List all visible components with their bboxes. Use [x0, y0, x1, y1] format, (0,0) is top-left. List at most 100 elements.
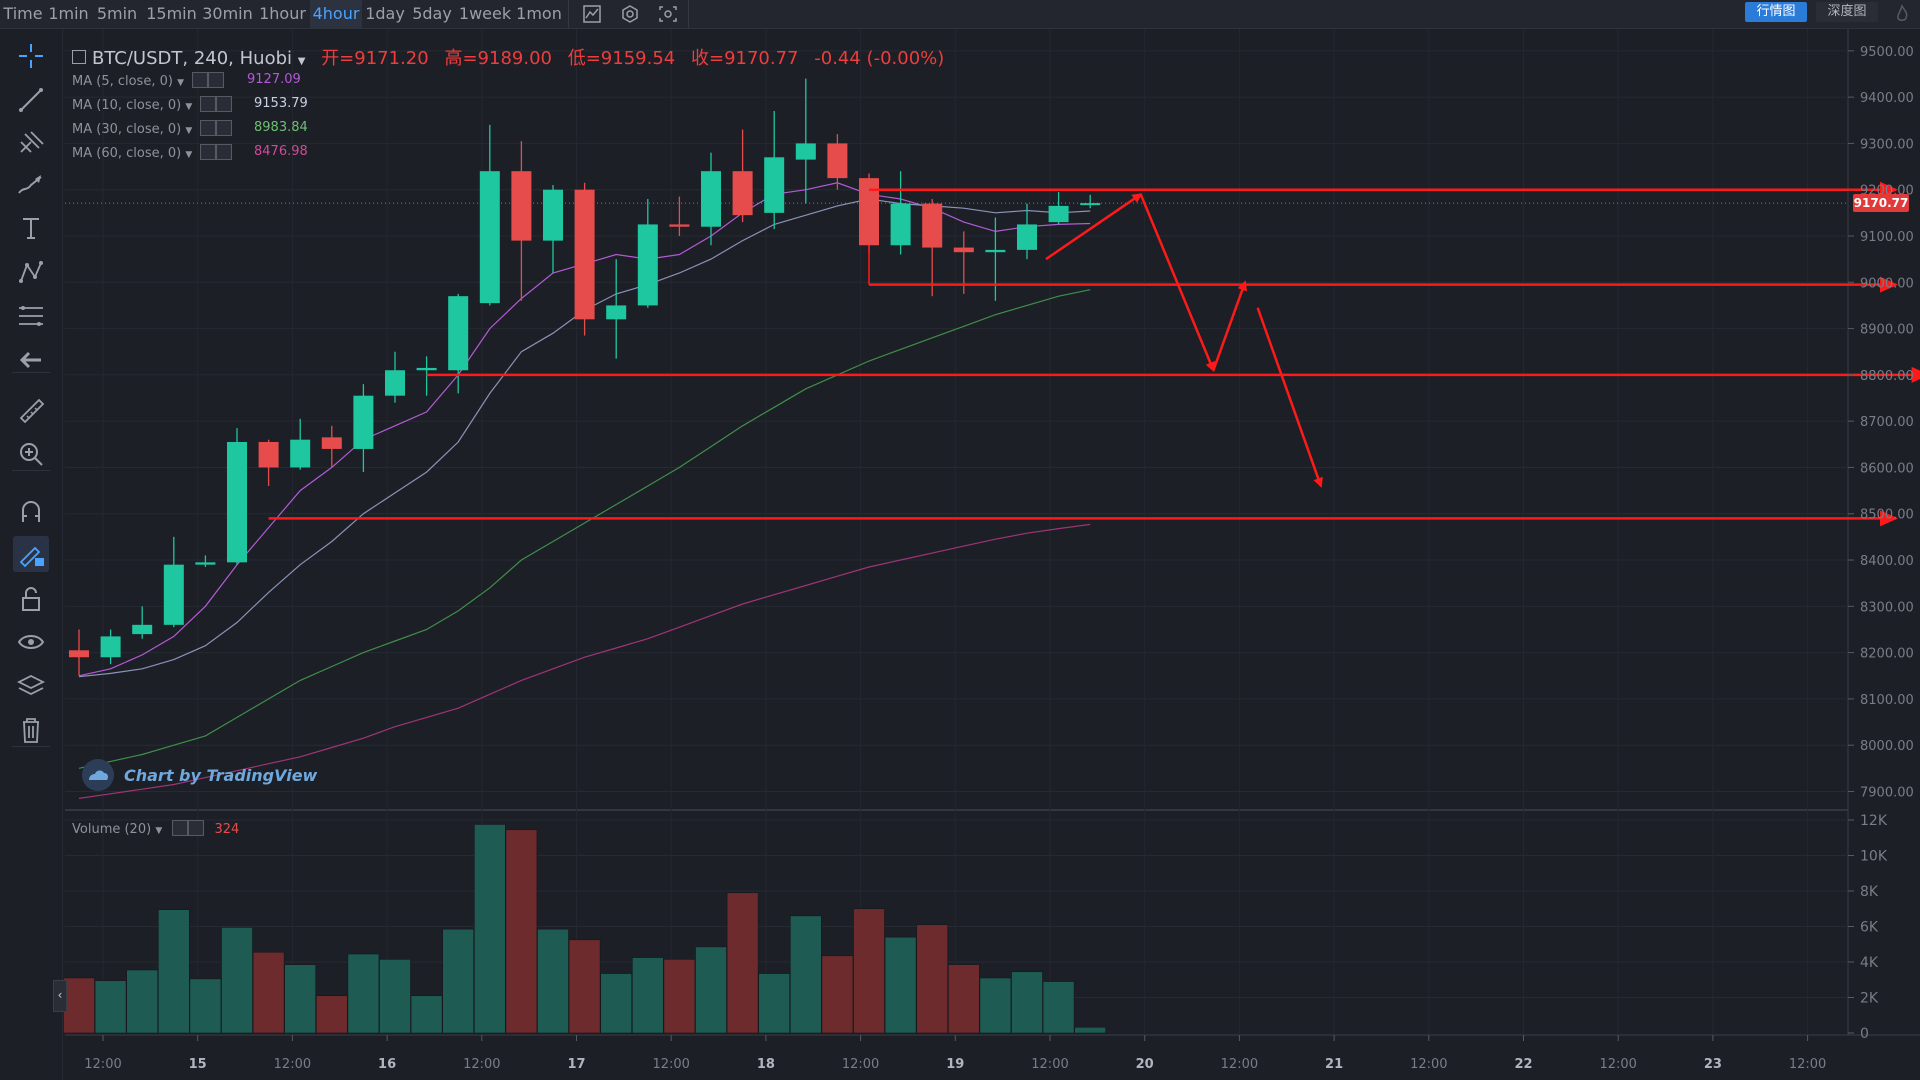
volume-bar[interactable]: [853, 908, 885, 1034]
ma-legend-row[interactable]: MA (60, close, 0) ▼ 8476.98: [72, 144, 308, 162]
candle-body[interactable]: [1017, 224, 1037, 250]
volume-bar[interactable]: [126, 969, 158, 1034]
chevron-down-icon[interactable]: ▼: [177, 78, 185, 88]
candle-body[interactable]: [795, 143, 816, 160]
volume-bar[interactable]: [789, 915, 822, 1034]
volume-bar[interactable]: [916, 924, 949, 1034]
symbol-collapse-icon[interactable]: [72, 50, 86, 64]
candle-body[interactable]: [353, 395, 374, 449]
projection-arrow[interactable]: [1139, 193, 1216, 373]
ma-legend-row[interactable]: MA (30, close, 0) ▼ 8983.84: [72, 120, 308, 138]
trash-icon[interactable]: [13, 712, 49, 748]
timeframe-1mon[interactable]: 1mon: [516, 4, 562, 23]
candle-body[interactable]: [890, 203, 911, 246]
volume-bar[interactable]: [284, 964, 317, 1034]
candle-body[interactable]: [385, 370, 405, 396]
close-icon[interactable]: [208, 72, 225, 88]
candle-body[interactable]: [132, 624, 153, 635]
projection-arrow[interactable]: [1212, 280, 1248, 371]
volume-bar[interactable]: [884, 936, 917, 1034]
ma-legend-row[interactable]: MA (5, close, 0) ▼ 9127.09: [72, 72, 301, 90]
volume-bar[interactable]: [1011, 971, 1043, 1034]
volume-bar[interactable]: [631, 957, 664, 1034]
depth-chart-button[interactable]: 深度图: [1816, 2, 1878, 22]
symbol-title[interactable]: BTC/USDT, 240, Huobi: [92, 48, 293, 69]
volume-bar[interactable]: [947, 964, 980, 1034]
lock-drawing-icon[interactable]: [13, 536, 49, 572]
candle-body[interactable]: [479, 171, 500, 304]
candle-body[interactable]: [985, 249, 1006, 253]
text-icon[interactable]: [13, 210, 49, 246]
candle-body[interactable]: [448, 296, 469, 371]
brush-icon[interactable]: [13, 167, 49, 203]
unlock-icon[interactable]: [13, 580, 49, 616]
chevron-down-icon[interactable]: ▼: [155, 826, 163, 836]
volume-bar[interactable]: [600, 973, 633, 1034]
volume-bar[interactable]: [94, 980, 127, 1034]
volume-bar[interactable]: [189, 978, 222, 1034]
volume-bar[interactable]: [473, 824, 506, 1034]
timeframe-4hour[interactable]: 4hour: [310, 0, 362, 28]
settings-icon[interactable]: [192, 72, 209, 88]
volume-bar[interactable]: [1042, 981, 1075, 1034]
volume-bar[interactable]: [63, 977, 95, 1034]
time-button[interactable]: Time: [3, 4, 43, 23]
volume-bar[interactable]: [568, 939, 601, 1034]
timeframe-5min[interactable]: 5min: [96, 4, 138, 23]
volume-bar[interactable]: [442, 928, 475, 1034]
candle-body[interactable]: [163, 564, 184, 625]
volume-bar[interactable]: [537, 928, 569, 1034]
market-chart-button[interactable]: 行情图: [1745, 2, 1807, 22]
volume-legend[interactable]: Volume (20) ▼ 324: [72, 820, 239, 837]
settings-icon[interactable]: [200, 96, 217, 112]
ma-legend-row[interactable]: MA (10, close, 0) ▼ 9153.79: [72, 96, 308, 114]
volume-bar[interactable]: [758, 973, 791, 1034]
volume-label[interactable]: Volume (20): [72, 822, 152, 837]
timeframe-1min[interactable]: 1min: [48, 4, 89, 23]
candle-body[interactable]: [321, 437, 342, 449]
volume-bar[interactable]: [505, 829, 538, 1034]
candle-body[interactable]: [258, 441, 279, 468]
candle-body[interactable]: [227, 441, 247, 563]
volume-bar[interactable]: [1074, 1026, 1106, 1034]
candle-body[interactable]: [1080, 203, 1101, 206]
timeframe-1day[interactable]: 1day: [365, 4, 405, 23]
projection-arrow[interactable]: [1045, 193, 1143, 261]
volume-bar[interactable]: [379, 959, 411, 1034]
volume-bar[interactable]: [410, 995, 443, 1034]
timeframe-1week[interactable]: 1week: [458, 4, 512, 23]
ma-label[interactable]: MA (10, close, 0): [72, 98, 182, 113]
settings-icon[interactable]: [200, 144, 217, 160]
candle-body[interactable]: [416, 367, 437, 371]
candle-body[interactable]: [100, 636, 121, 658]
volume-bar[interactable]: [979, 977, 1012, 1034]
candle-body[interactable]: [669, 224, 690, 227]
settings-icon[interactable]: [200, 120, 217, 136]
settings-icon[interactable]: [172, 820, 189, 836]
close-icon[interactable]: [216, 96, 233, 112]
chart-type-icon[interactable]: [580, 3, 604, 25]
close-icon[interactable]: [216, 144, 233, 160]
timeframe-30min[interactable]: 30min: [202, 4, 253, 23]
timeframe-5day[interactable]: 5day: [412, 4, 452, 23]
back-arrow-icon[interactable]: [13, 342, 49, 378]
screenshot-icon[interactable]: [656, 3, 680, 25]
fullscreen-icon[interactable]: [1890, 3, 1914, 25]
pattern-icon[interactable]: [13, 255, 49, 291]
trend-line-icon[interactable]: [13, 82, 49, 118]
collapse-panel-button[interactable]: ‹: [53, 980, 67, 1012]
candle-body[interactable]: [953, 247, 974, 253]
zoom-in-icon[interactable]: [13, 436, 49, 472]
timeframe-1hour[interactable]: 1hour: [259, 4, 306, 23]
projection-arrow[interactable]: [1256, 307, 1323, 488]
crosshair-icon[interactable]: [13, 38, 49, 74]
chevron-down-icon[interactable]: ▼: [185, 102, 193, 112]
volume-bar[interactable]: [695, 946, 727, 1034]
close-icon[interactable]: [188, 820, 205, 836]
candle-body[interactable]: [764, 157, 785, 213]
timeframe-15min[interactable]: 15min: [146, 4, 197, 23]
pitchfork-icon[interactable]: [13, 124, 49, 160]
close-icon[interactable]: [216, 120, 233, 136]
candle-body[interactable]: [195, 562, 216, 565]
